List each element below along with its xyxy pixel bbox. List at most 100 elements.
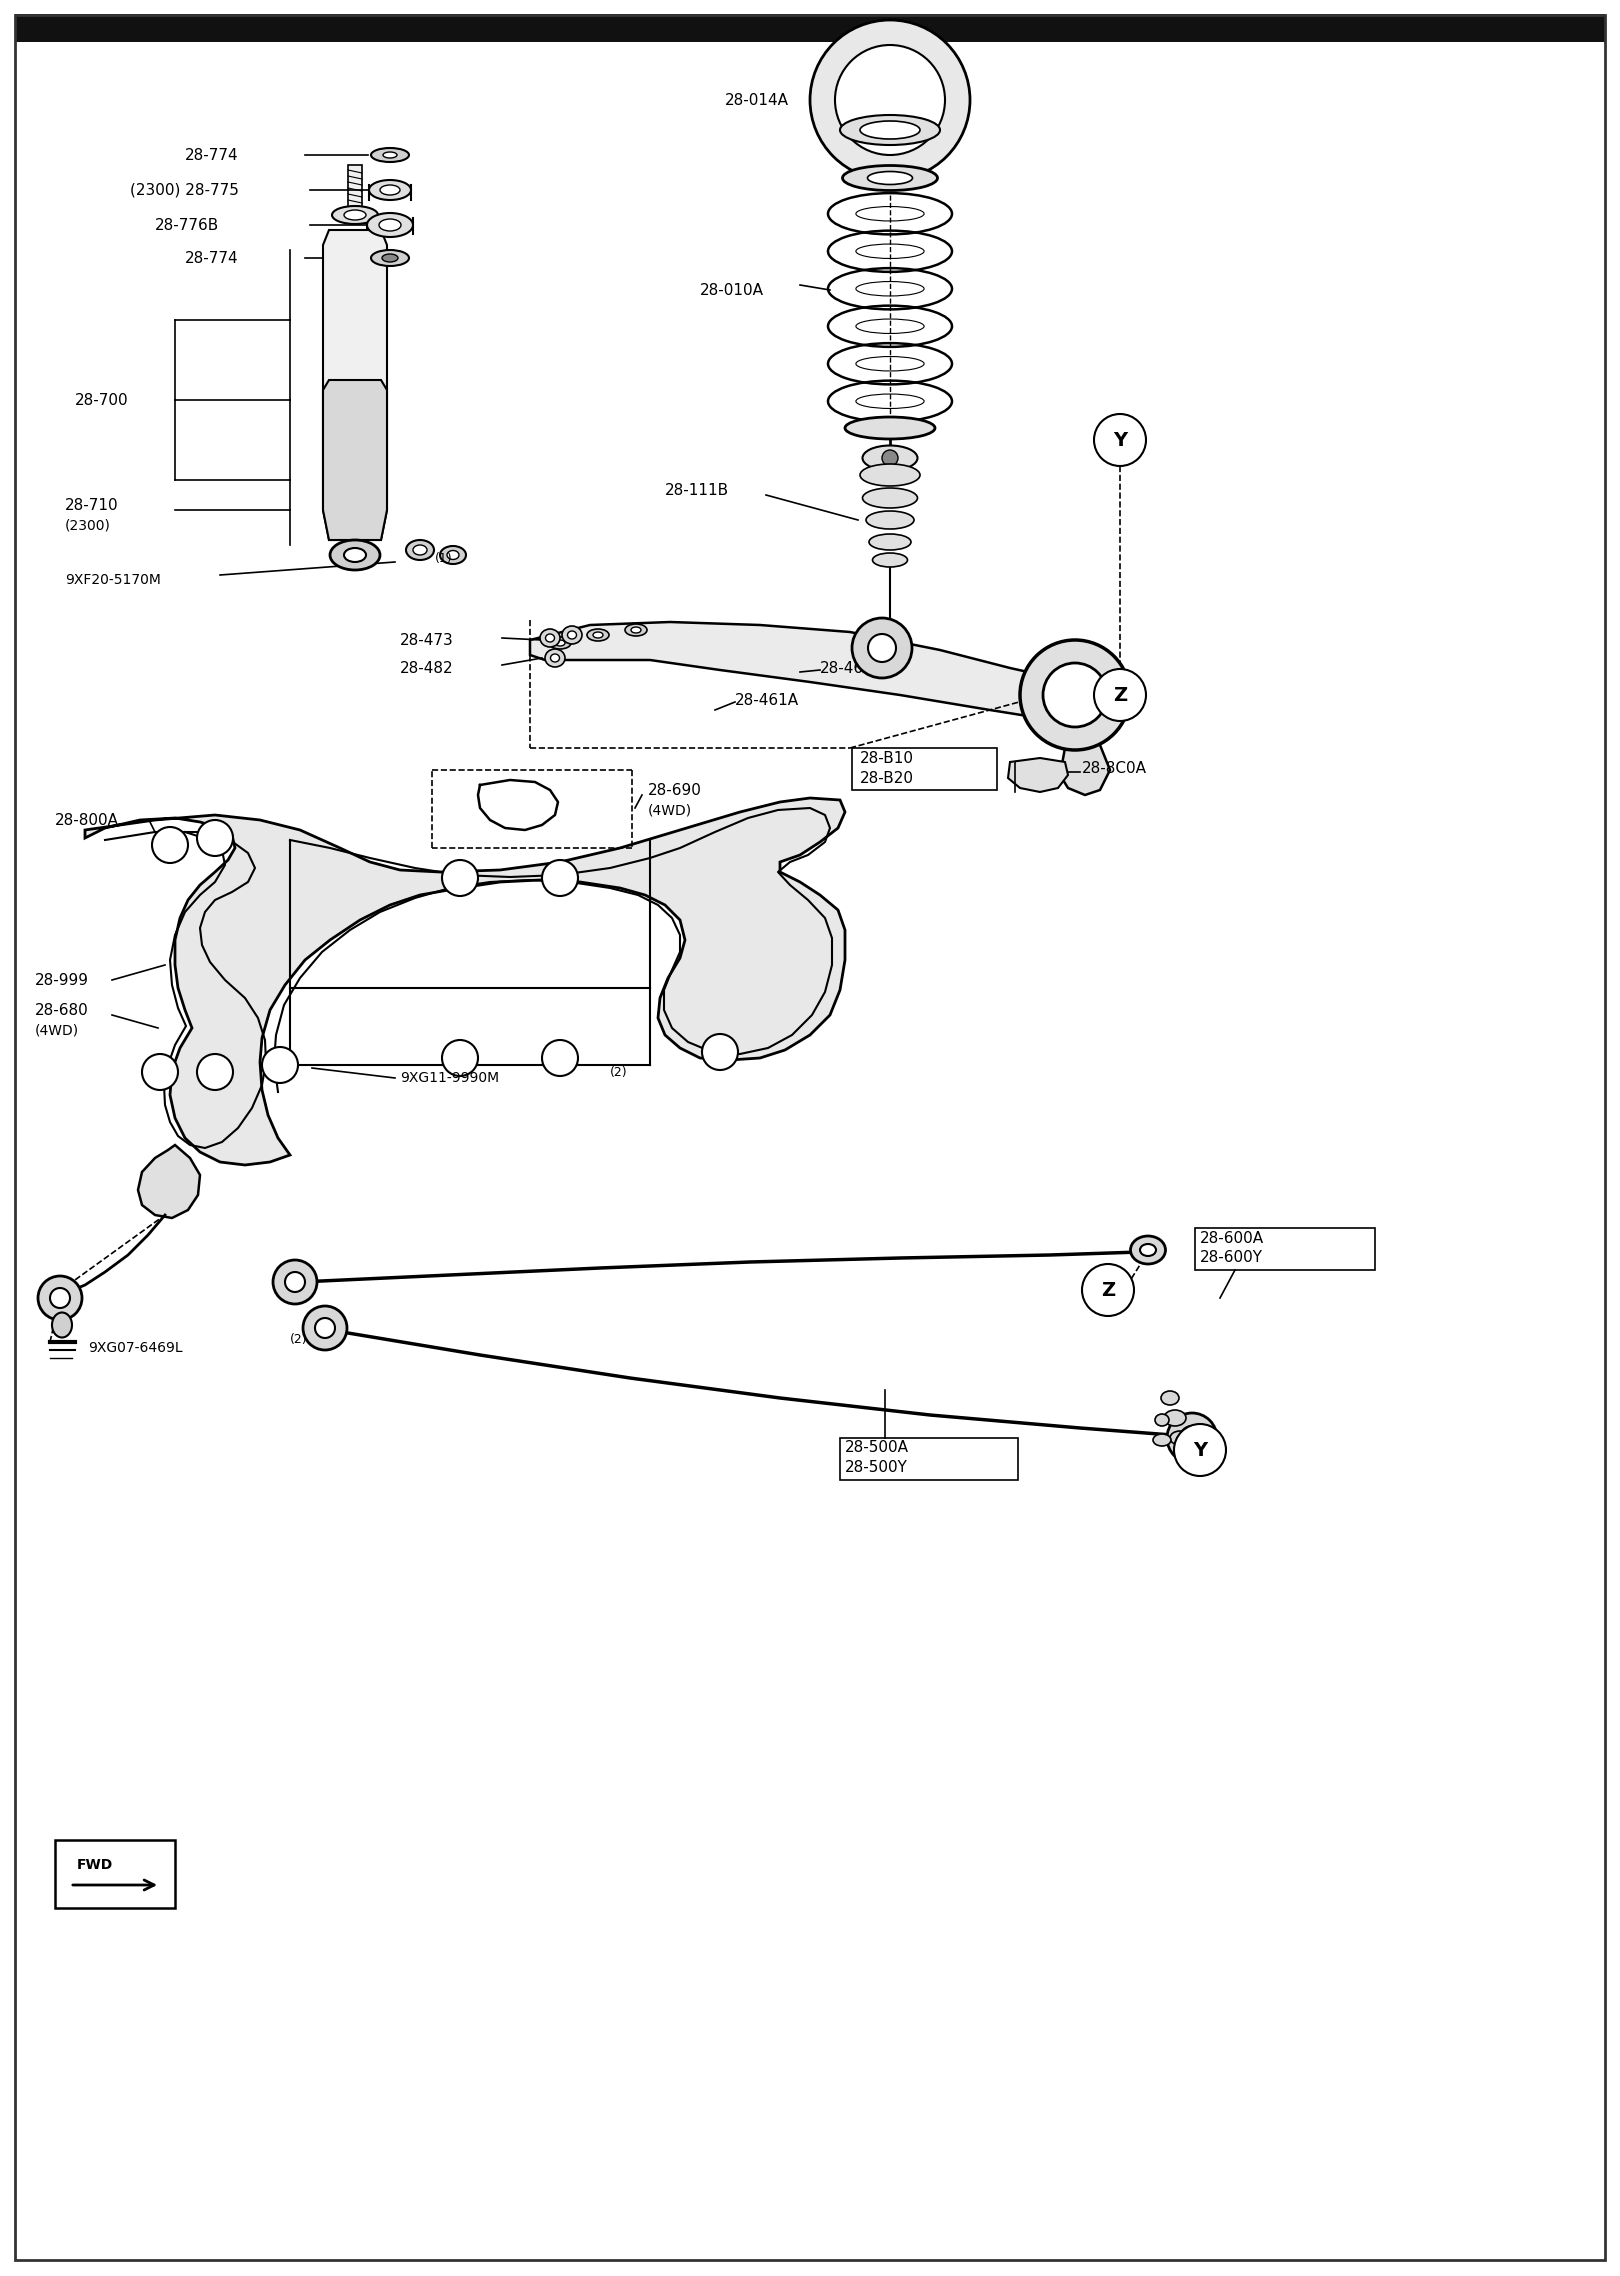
Ellipse shape xyxy=(1165,1411,1186,1427)
Text: (2): (2) xyxy=(611,1065,627,1079)
Ellipse shape xyxy=(867,512,914,528)
Polygon shape xyxy=(322,230,387,539)
Circle shape xyxy=(303,1306,347,1350)
Polygon shape xyxy=(1008,758,1068,792)
Text: 28-014A: 28-014A xyxy=(726,93,789,107)
Ellipse shape xyxy=(368,214,413,237)
Ellipse shape xyxy=(868,535,910,551)
Ellipse shape xyxy=(441,546,467,564)
Text: (2): (2) xyxy=(290,1334,308,1347)
Ellipse shape xyxy=(562,626,582,644)
Ellipse shape xyxy=(52,1313,71,1338)
Ellipse shape xyxy=(842,166,938,191)
Ellipse shape xyxy=(1162,1391,1179,1404)
Text: 28-500Y: 28-500Y xyxy=(846,1461,907,1475)
Ellipse shape xyxy=(1140,1245,1157,1256)
Text: (2300) 28-775: (2300) 28-775 xyxy=(130,182,238,198)
Text: (1): (1) xyxy=(436,551,452,564)
Ellipse shape xyxy=(556,640,565,646)
Circle shape xyxy=(442,1040,478,1077)
Text: 28-473: 28-473 xyxy=(400,633,454,646)
Text: Z: Z xyxy=(1113,685,1128,706)
Ellipse shape xyxy=(860,464,920,487)
Circle shape xyxy=(50,1288,70,1309)
Text: 28-690: 28-690 xyxy=(648,783,701,797)
Ellipse shape xyxy=(632,626,642,633)
Polygon shape xyxy=(322,380,387,539)
Text: 9XG07-6469L: 9XG07-6469L xyxy=(87,1341,183,1354)
Text: Y: Y xyxy=(1113,430,1128,448)
Text: 28-600Y: 28-600Y xyxy=(1200,1250,1264,1265)
Ellipse shape xyxy=(1155,1413,1170,1427)
Text: 28-B20: 28-B20 xyxy=(860,772,914,785)
Circle shape xyxy=(834,46,944,155)
Ellipse shape xyxy=(382,152,397,157)
Ellipse shape xyxy=(382,255,399,262)
Text: 28-010A: 28-010A xyxy=(700,282,765,298)
Bar xyxy=(55,1839,175,1907)
Text: 28-461A: 28-461A xyxy=(735,692,799,708)
Ellipse shape xyxy=(1131,1236,1165,1263)
Text: 28-774: 28-774 xyxy=(185,250,238,266)
Ellipse shape xyxy=(371,148,408,162)
Ellipse shape xyxy=(593,633,603,637)
Text: (2300): (2300) xyxy=(65,519,110,533)
Ellipse shape xyxy=(1178,1452,1192,1463)
Circle shape xyxy=(543,860,578,897)
Circle shape xyxy=(442,860,478,897)
Circle shape xyxy=(1179,1427,1204,1450)
Ellipse shape xyxy=(1153,1434,1171,1445)
Ellipse shape xyxy=(862,446,917,471)
Text: 28-700: 28-700 xyxy=(75,391,128,407)
Circle shape xyxy=(285,1272,305,1293)
Circle shape xyxy=(881,451,897,467)
Ellipse shape xyxy=(546,635,554,642)
Ellipse shape xyxy=(586,628,609,642)
Circle shape xyxy=(868,635,896,662)
Bar xyxy=(348,164,361,207)
Ellipse shape xyxy=(625,624,646,635)
Ellipse shape xyxy=(369,180,411,200)
Text: 28-8C0A: 28-8C0A xyxy=(1082,760,1147,776)
Text: 28-776B: 28-776B xyxy=(156,218,219,232)
Text: 28-B10: 28-B10 xyxy=(860,751,914,765)
Circle shape xyxy=(701,1033,739,1070)
Ellipse shape xyxy=(447,551,458,560)
Bar xyxy=(841,1438,1017,1479)
Ellipse shape xyxy=(330,539,381,569)
Circle shape xyxy=(852,619,912,678)
Circle shape xyxy=(262,1047,298,1083)
Text: FWD: FWD xyxy=(78,1857,113,1871)
Circle shape xyxy=(198,819,233,856)
Text: (4WD): (4WD) xyxy=(648,803,692,817)
Ellipse shape xyxy=(413,544,428,555)
Bar xyxy=(1196,1229,1375,1270)
Circle shape xyxy=(1094,669,1145,721)
Ellipse shape xyxy=(551,653,559,662)
Ellipse shape xyxy=(379,218,402,230)
Text: 28-999: 28-999 xyxy=(36,972,89,988)
Ellipse shape xyxy=(539,628,561,646)
Circle shape xyxy=(198,1054,233,1090)
Ellipse shape xyxy=(873,553,907,567)
Polygon shape xyxy=(138,1145,199,1218)
Bar xyxy=(852,749,996,790)
Text: 28-482: 28-482 xyxy=(400,660,454,676)
Ellipse shape xyxy=(867,171,912,184)
Ellipse shape xyxy=(381,184,400,196)
Ellipse shape xyxy=(343,209,366,221)
Circle shape xyxy=(274,1261,318,1304)
Ellipse shape xyxy=(371,250,408,266)
Text: 9XF20-5170M: 9XF20-5170M xyxy=(65,574,160,587)
Text: 28-500A: 28-500A xyxy=(846,1441,909,1454)
Text: 28-710: 28-710 xyxy=(65,498,118,512)
Ellipse shape xyxy=(1170,1432,1191,1445)
Polygon shape xyxy=(1059,719,1110,794)
Ellipse shape xyxy=(860,121,920,139)
Text: 28-600A: 28-600A xyxy=(1200,1231,1264,1245)
Ellipse shape xyxy=(567,630,577,640)
Circle shape xyxy=(1043,662,1106,726)
Circle shape xyxy=(143,1054,178,1090)
Circle shape xyxy=(37,1277,83,1320)
Text: 28-111B: 28-111B xyxy=(664,483,729,498)
